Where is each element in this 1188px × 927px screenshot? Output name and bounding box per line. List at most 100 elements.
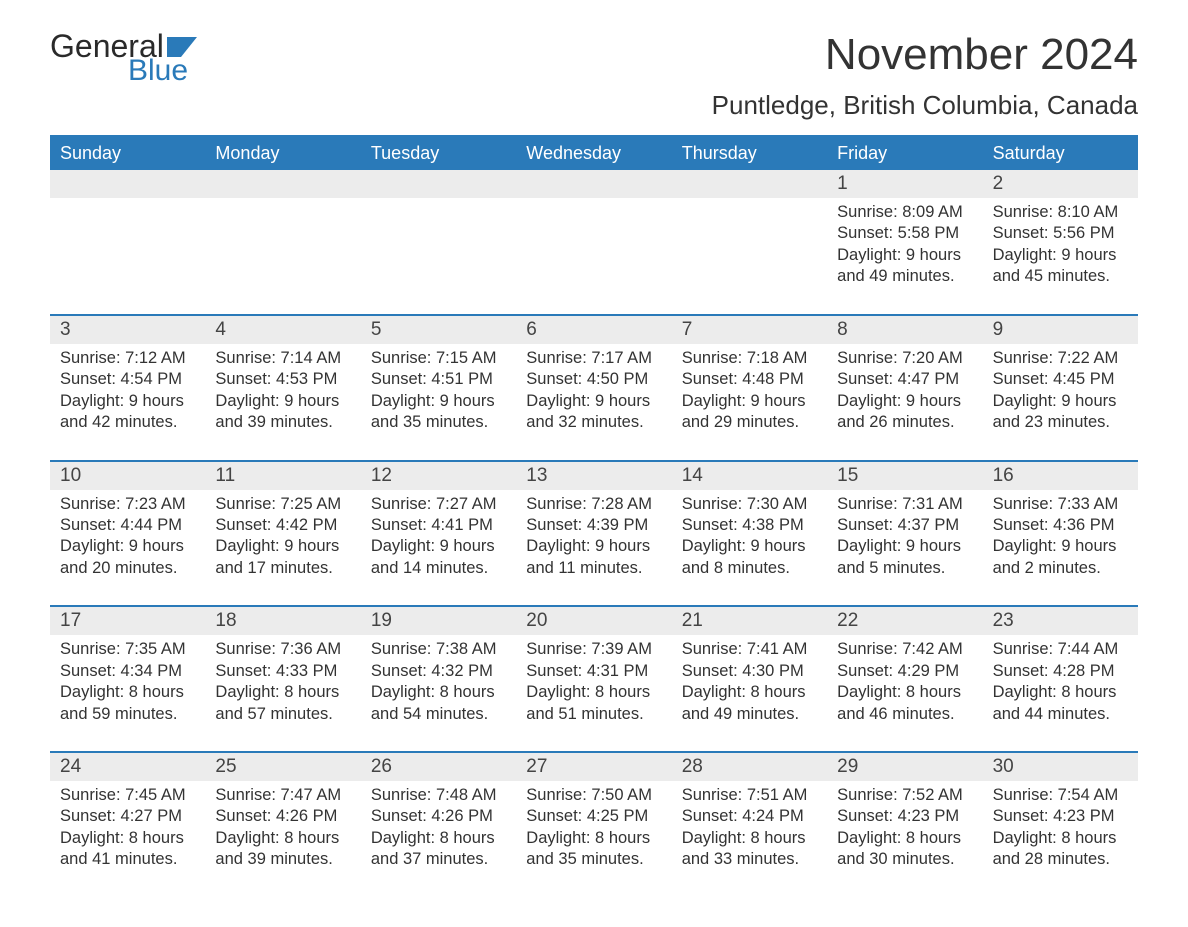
day-number: 23 [983,607,1138,635]
day-cell: Sunrise: 7:14 AMSunset: 4:53 PMDaylight:… [205,344,360,460]
day-number: 25 [205,753,360,781]
week-row: 12Sunrise: 8:09 AMSunset: 5:58 PMDayligh… [50,170,1138,314]
day-number: 26 [361,753,516,781]
day-dl1: Daylight: 9 hours [682,536,817,557]
day-header: Friday [827,137,982,170]
day-sunrise: Sunrise: 7:45 AM [60,785,195,806]
day-dl2: and 33 minutes. [682,849,817,870]
day-sunset: Sunset: 4:23 PM [993,806,1128,827]
day-number: 27 [516,753,671,781]
day-dl2: and 39 minutes. [215,412,350,433]
day-dl1: Daylight: 8 hours [837,828,972,849]
day-dl1: Daylight: 8 hours [837,682,972,703]
week-row: 3456789Sunrise: 7:12 AMSunset: 4:54 PMDa… [50,314,1138,460]
day-cell: Sunrise: 7:17 AMSunset: 4:50 PMDaylight:… [516,344,671,460]
day-sunrise: Sunrise: 7:14 AM [215,348,350,369]
day-number: 12 [361,462,516,490]
day-dl2: and 54 minutes. [371,704,506,725]
day-sunrise: Sunrise: 7:15 AM [371,348,506,369]
day-sunrise: Sunrise: 7:38 AM [371,639,506,660]
day-sunset: Sunset: 4:30 PM [682,661,817,682]
day-cell: Sunrise: 8:09 AMSunset: 5:58 PMDaylight:… [827,198,982,314]
day-sunrise: Sunrise: 7:47 AM [215,785,350,806]
day-cell: Sunrise: 7:50 AMSunset: 4:25 PMDaylight:… [516,781,671,897]
day-cell: Sunrise: 7:52 AMSunset: 4:23 PMDaylight:… [827,781,982,897]
day-dl1: Daylight: 9 hours [60,391,195,412]
day-sunrise: Sunrise: 7:44 AM [993,639,1128,660]
day-sunset: Sunset: 4:23 PM [837,806,972,827]
day-number: 2 [983,170,1138,198]
day-number: 15 [827,462,982,490]
day-sunrise: Sunrise: 7:48 AM [371,785,506,806]
day-cell: Sunrise: 7:12 AMSunset: 4:54 PMDaylight:… [50,344,205,460]
day-dl2: and 57 minutes. [215,704,350,725]
day-cell: Sunrise: 7:36 AMSunset: 4:33 PMDaylight:… [205,635,360,751]
day-sunset: Sunset: 4:29 PM [837,661,972,682]
day-dl2: and 59 minutes. [60,704,195,725]
day-number [516,170,671,198]
day-sunset: Sunset: 4:47 PM [837,369,972,390]
day-sunrise: Sunrise: 7:50 AM [526,785,661,806]
day-dl2: and 35 minutes. [526,849,661,870]
day-cell: Sunrise: 7:20 AMSunset: 4:47 PMDaylight:… [827,344,982,460]
day-dl2: and 17 minutes. [215,558,350,579]
day-dl2: and 2 minutes. [993,558,1128,579]
day-sunset: Sunset: 4:27 PM [60,806,195,827]
day-sunrise: Sunrise: 7:52 AM [837,785,972,806]
day-sunrise: Sunrise: 7:33 AM [993,494,1128,515]
day-number: 10 [50,462,205,490]
day-dl2: and 46 minutes. [837,704,972,725]
day-sunset: Sunset: 4:37 PM [837,515,972,536]
day-sunrise: Sunrise: 7:31 AM [837,494,972,515]
day-sunset: Sunset: 4:51 PM [371,369,506,390]
day-cell: Sunrise: 7:42 AMSunset: 4:29 PMDaylight:… [827,635,982,751]
day-dl1: Daylight: 9 hours [215,391,350,412]
day-dl1: Daylight: 8 hours [60,682,195,703]
day-number-row: 10111213141516 [50,462,1138,490]
day-number: 28 [672,753,827,781]
day-sunset: Sunset: 5:56 PM [993,223,1128,244]
location-text: Puntledge, British Columbia, Canada [712,90,1138,121]
page-title: November 2024 [712,30,1138,80]
day-dl1: Daylight: 8 hours [526,828,661,849]
day-dl2: and 28 minutes. [993,849,1128,870]
day-header: Saturday [983,137,1138,170]
day-number: 9 [983,316,1138,344]
day-sunrise: Sunrise: 7:25 AM [215,494,350,515]
day-number-row: 12 [50,170,1138,198]
day-header: Thursday [672,137,827,170]
day-cell: Sunrise: 7:18 AMSunset: 4:48 PMDaylight:… [672,344,827,460]
day-number [50,170,205,198]
day-number: 20 [516,607,671,635]
day-cell: Sunrise: 7:15 AMSunset: 4:51 PMDaylight:… [361,344,516,460]
day-sunrise: Sunrise: 7:28 AM [526,494,661,515]
day-dl2: and 5 minutes. [837,558,972,579]
week-row: 10111213141516Sunrise: 7:23 AMSunset: 4:… [50,460,1138,606]
day-sunrise: Sunrise: 7:22 AM [993,348,1128,369]
day-sunrise: Sunrise: 8:09 AM [837,202,972,223]
day-dl1: Daylight: 9 hours [215,536,350,557]
day-header: Sunday [50,137,205,170]
day-dl1: Daylight: 9 hours [682,391,817,412]
day-cell: Sunrise: 7:48 AMSunset: 4:26 PMDaylight:… [361,781,516,897]
day-sunset: Sunset: 4:38 PM [682,515,817,536]
day-sunset: Sunset: 4:42 PM [215,515,350,536]
day-sunset: Sunset: 4:53 PM [215,369,350,390]
day-dl1: Daylight: 9 hours [837,245,972,266]
day-sunrise: Sunrise: 7:41 AM [682,639,817,660]
day-dl2: and 32 minutes. [526,412,661,433]
day-cell: Sunrise: 7:31 AMSunset: 4:37 PMDaylight:… [827,490,982,606]
weeks-container: 12Sunrise: 8:09 AMSunset: 5:58 PMDayligh… [50,170,1138,897]
day-sunset: Sunset: 4:50 PM [526,369,661,390]
day-dl1: Daylight: 9 hours [993,536,1128,557]
day-cell [516,198,671,314]
day-dl1: Daylight: 8 hours [371,828,506,849]
day-sunrise: Sunrise: 7:39 AM [526,639,661,660]
day-sunset: Sunset: 4:54 PM [60,369,195,390]
day-sunset: Sunset: 4:39 PM [526,515,661,536]
logo-text-blue: Blue [128,56,199,86]
day-number: 24 [50,753,205,781]
day-dl1: Daylight: 9 hours [993,245,1128,266]
week-row: 17181920212223Sunrise: 7:35 AMSunset: 4:… [50,605,1138,751]
header: General Blue November 2024 Puntledge, Br… [50,30,1138,121]
